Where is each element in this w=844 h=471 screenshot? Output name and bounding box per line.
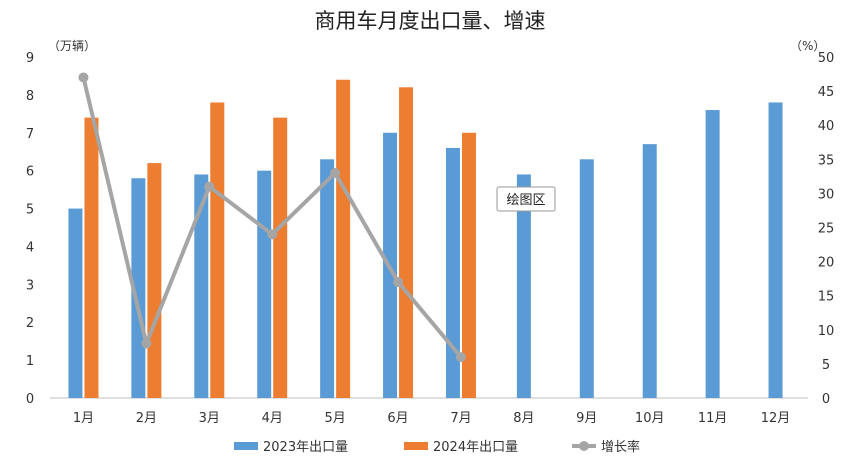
- y-left-tick-label: 0: [26, 392, 34, 407]
- bar-2023-4: [257, 170, 272, 398]
- legend-2024-swatch: [404, 442, 428, 450]
- plot-area-tooltip-text: 绘图区: [506, 193, 545, 208]
- bar-2023-3: [194, 174, 209, 398]
- y-left-tick-label: 4: [26, 240, 34, 255]
- x-tick-label: 6月: [387, 411, 408, 426]
- y-right-tick-label: 40: [818, 119, 835, 134]
- y-right-tick-label: 30: [818, 187, 835, 202]
- y-left-tick-label: 5: [26, 203, 34, 218]
- y-right-tick-label: 10: [818, 324, 835, 339]
- bar-2024-6: [399, 87, 414, 399]
- growth-rate-point-2: [141, 338, 152, 349]
- bar-2023-1: [68, 208, 83, 398]
- growth-rate-point-7: [455, 352, 466, 363]
- legend-growth-label: 增长率: [601, 439, 640, 455]
- ticks-group: 1月 2月 3月 4月 5月 6月 7月 8月 9月 10月 11月 12月0123456789051…: [26, 51, 834, 426]
- legend-2023-swatch: [234, 442, 258, 450]
- bar-2023-5: [320, 159, 335, 398]
- y-left-tick-label: 2: [26, 316, 34, 331]
- bar-2023-10: [642, 144, 657, 398]
- y-right-tick-label: 45: [818, 85, 835, 100]
- x-tick-label: 2月: [136, 411, 157, 426]
- bar-2024-3: [210, 102, 225, 398]
- y-right-tick-label: 20: [818, 256, 835, 271]
- growth-line-group: [78, 72, 466, 363]
- y-right-tick-label: 25: [818, 222, 835, 237]
- y-right-unit: （%）: [790, 39, 825, 53]
- y-left-tick-label: 9: [26, 51, 34, 66]
- x-tick-label: 9月: [576, 411, 597, 426]
- y-left-tick-label: 8: [26, 89, 34, 104]
- y-left-tick-label: 6: [26, 165, 34, 180]
- x-tick-label: 3月: [199, 411, 220, 426]
- bar-2023-12: [768, 102, 783, 398]
- y-right-tick-label: 50: [818, 51, 835, 66]
- bars-group: [68, 79, 783, 399]
- bar-2024-4: [273, 117, 288, 398]
- legend-2023-label: 2023年出口量: [263, 440, 348, 455]
- y-left-tick-label: 7: [26, 127, 34, 142]
- chart-title: 商用车月度出口量、增速: [315, 9, 546, 33]
- legend-growth-swatch-marker: [579, 441, 589, 451]
- bar-2024-7: [461, 132, 476, 398]
- bar-2023-8: [516, 174, 531, 398]
- x-tick-label: 5月: [324, 411, 345, 426]
- growth-rate-point-3: [204, 181, 215, 192]
- x-tick-label: 8月: [513, 411, 534, 426]
- x-tick-label: 12月: [761, 411, 791, 426]
- bar-2024-5: [336, 79, 351, 398]
- y-right-tick-label: 35: [818, 153, 835, 168]
- plot-area-tooltip: 绘图区: [496, 186, 556, 212]
- x-tick-label: 11月: [698, 411, 728, 426]
- growth-rate-point-1: [78, 72, 89, 83]
- y-right-tick-label: 0: [822, 392, 830, 407]
- legend: 2023年出口量 2024年出口量 增长率: [234, 439, 640, 455]
- growth-rate-point-5: [330, 167, 341, 178]
- legend-2024-label: 2024年出口量: [433, 440, 518, 455]
- y-left-tick-label: 3: [26, 278, 34, 293]
- y-right-tick-label: 15: [818, 290, 835, 305]
- y-left-tick-label: 1: [26, 354, 34, 369]
- x-tick-label: 1月: [73, 411, 94, 426]
- bar-2023-11: [705, 110, 720, 399]
- bar-2024-1: [84, 117, 99, 398]
- bar-2023-7: [445, 147, 460, 398]
- bar-2024-2: [147, 163, 162, 398]
- growth-rate-point-6: [393, 277, 404, 288]
- y-left-unit: （万辆）: [48, 39, 96, 53]
- x-tick-label: 7月: [450, 411, 471, 426]
- x-tick-label: 10月: [635, 411, 665, 426]
- growth-rate-point-4: [267, 229, 278, 240]
- y-right-tick-label: 5: [822, 358, 830, 373]
- x-tick-label: 4月: [262, 411, 283, 426]
- bar-2023-9: [579, 159, 594, 398]
